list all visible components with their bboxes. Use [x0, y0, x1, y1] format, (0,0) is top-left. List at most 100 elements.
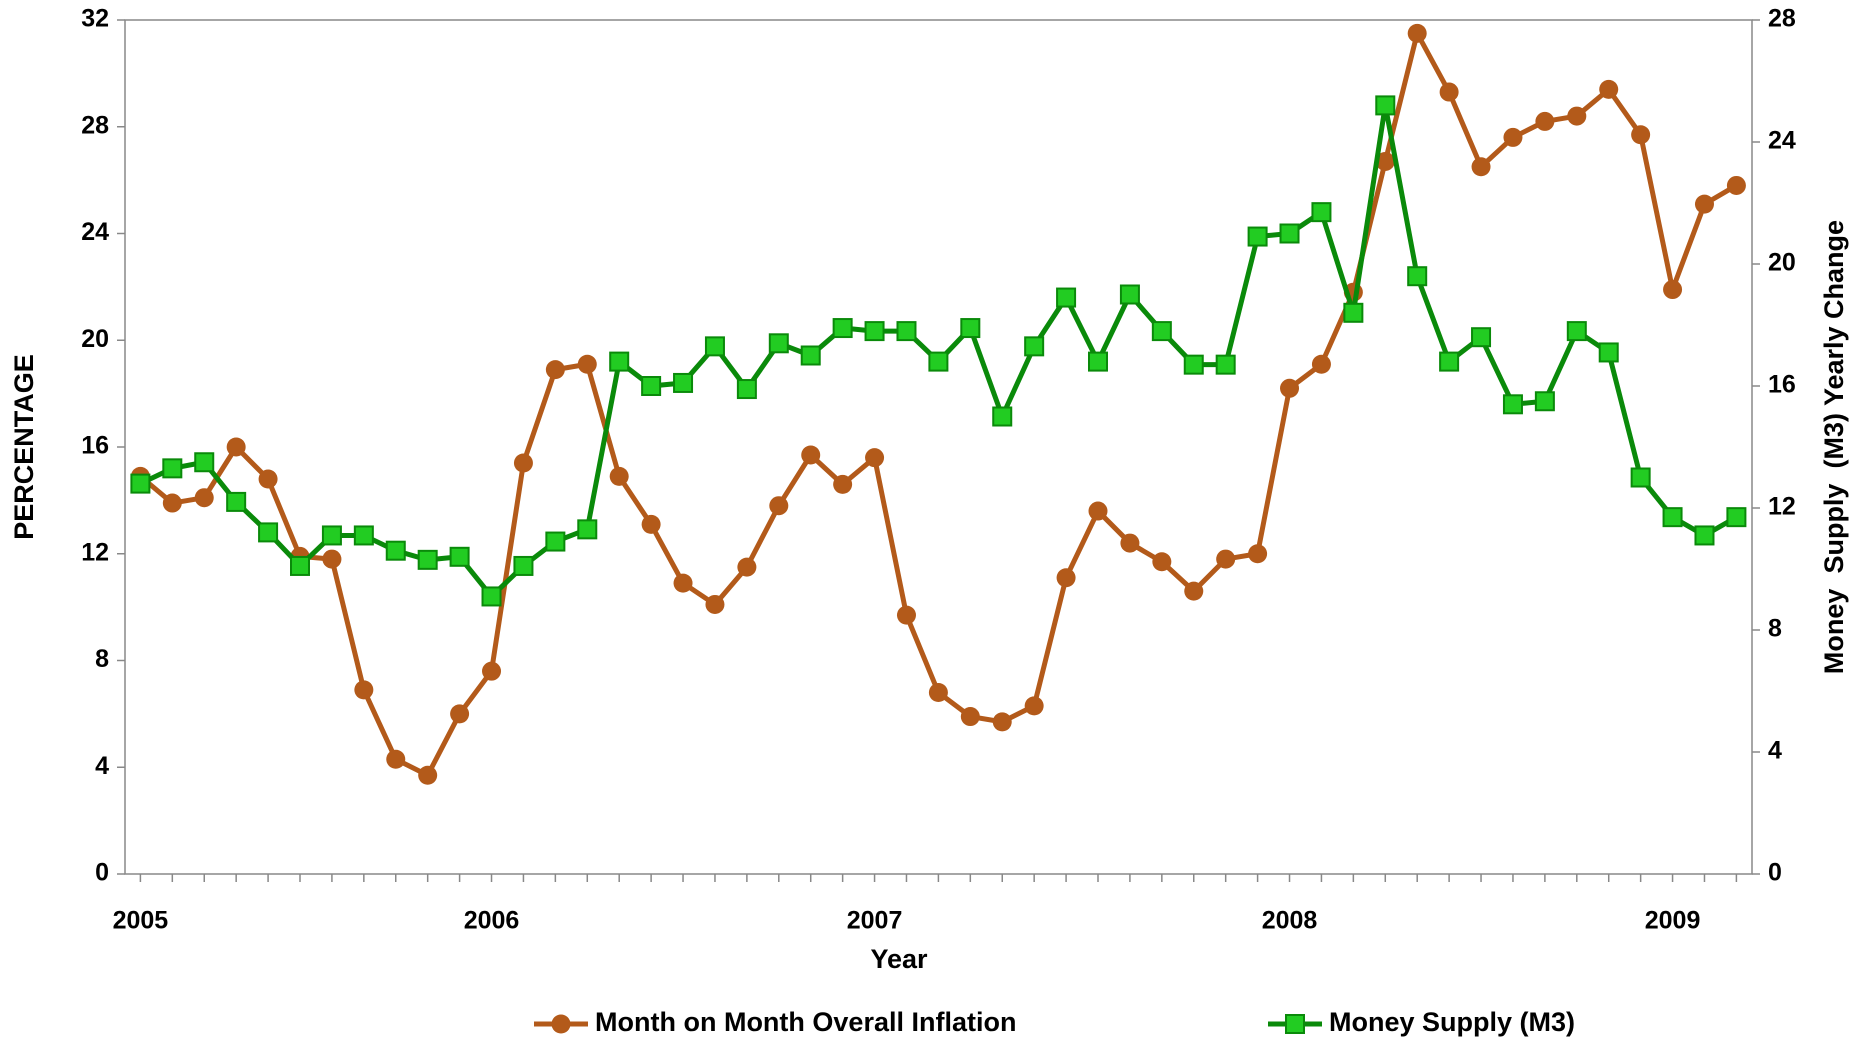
point-marker [737, 557, 757, 577]
point-marker [1183, 354, 1204, 375]
point-marker [162, 458, 183, 479]
point-marker [513, 555, 534, 576]
point-marker [1279, 223, 1300, 244]
point-marker [1663, 280, 1683, 300]
point-marker [226, 437, 246, 457]
x-tick-label: 2009 [1645, 907, 1701, 935]
y2-tick-label: 0 [1768, 859, 1782, 887]
y2-tick-label: 20 [1768, 249, 1796, 277]
point-marker [896, 321, 917, 342]
y-axis-label: PERCENTAGE [9, 354, 39, 540]
x-tick-label: 2008 [1262, 907, 1318, 935]
point-marker [1119, 284, 1140, 305]
point-marker [162, 493, 182, 513]
point-marker [258, 522, 279, 543]
point-marker [1056, 287, 1077, 308]
y-tick-label: 8 [95, 645, 109, 673]
point-marker [1503, 127, 1523, 147]
x-tick-label: 2007 [847, 907, 903, 935]
point-marker [1311, 202, 1332, 223]
point-marker [321, 525, 342, 546]
point-marker [1598, 342, 1619, 363]
point-marker [1534, 391, 1555, 412]
point-marker [353, 525, 374, 546]
point-marker [960, 318, 981, 339]
point-marker [1280, 378, 1300, 398]
legend-marker [551, 1014, 571, 1034]
point-marker [801, 445, 821, 465]
point-marker [577, 519, 598, 540]
point-marker [609, 466, 629, 486]
point-marker [545, 360, 565, 380]
point-marker [1694, 525, 1715, 546]
point-marker [577, 354, 597, 374]
point-marker [1375, 151, 1395, 171]
point-marker [1599, 79, 1619, 99]
y2-tick-label: 28 [1768, 5, 1796, 33]
point-marker [1215, 354, 1236, 375]
point-marker [1407, 23, 1427, 43]
point-marker [736, 379, 757, 400]
x-tick-label: 2006 [464, 907, 520, 935]
point-marker [641, 514, 661, 534]
legend-label: Month on Month Overall Inflation [595, 1007, 1016, 1037]
point-marker [1024, 336, 1045, 357]
point-marker [1407, 266, 1428, 287]
point-marker [1662, 507, 1683, 528]
point-marker [290, 555, 310, 576]
point-marker [1502, 394, 1523, 415]
point-marker [449, 546, 470, 567]
y2-tick-label: 16 [1768, 371, 1796, 399]
point-marker [641, 376, 662, 396]
y-tick-label: 4 [95, 752, 109, 780]
y-tick-label: 24 [81, 218, 109, 246]
point-marker [832, 318, 853, 339]
point-marker [545, 531, 566, 552]
point-marker [1088, 351, 1108, 372]
point-marker [481, 586, 502, 607]
point-marker [417, 549, 438, 570]
point-marker [928, 351, 949, 372]
point-marker [1152, 552, 1172, 572]
point-marker [1216, 549, 1236, 569]
y-tick-label: 28 [81, 111, 109, 139]
point-marker [1439, 82, 1459, 102]
point-marker [673, 372, 694, 393]
point-marker [673, 573, 693, 593]
point-marker [1566, 321, 1587, 342]
point-marker [1247, 226, 1268, 247]
y2-tick-label: 24 [1768, 127, 1796, 155]
point-marker [1630, 467, 1651, 488]
point-marker [130, 473, 151, 494]
point-marker [800, 345, 821, 366]
point-marker [194, 488, 214, 508]
point-marker [960, 707, 980, 727]
point-marker [1631, 125, 1651, 145]
point-marker [226, 491, 247, 512]
point-marker [322, 549, 342, 569]
y2-tick-label: 4 [1768, 737, 1782, 765]
point-marker [768, 333, 789, 354]
x-tick-label: 2005 [113, 907, 169, 935]
point-marker [1567, 106, 1587, 126]
point-marker [450, 704, 470, 724]
point-marker [1375, 95, 1396, 116]
point-marker [896, 605, 916, 625]
point-marker [1024, 696, 1044, 716]
y-tick-label: 32 [81, 5, 109, 33]
point-marker [705, 594, 725, 614]
point-marker [1535, 111, 1555, 131]
point-marker [865, 448, 885, 468]
point-marker [609, 351, 630, 372]
point-marker [354, 680, 374, 700]
point-marker [386, 749, 406, 769]
point-marker [833, 474, 853, 494]
point-marker [1471, 157, 1491, 177]
point-marker [1120, 533, 1140, 553]
point-marker [482, 661, 502, 681]
y2-tick-label: 8 [1768, 615, 1782, 643]
point-marker [194, 452, 215, 473]
point-marker [992, 406, 1013, 427]
legend-label: Money Supply (M3) [1329, 1007, 1575, 1037]
